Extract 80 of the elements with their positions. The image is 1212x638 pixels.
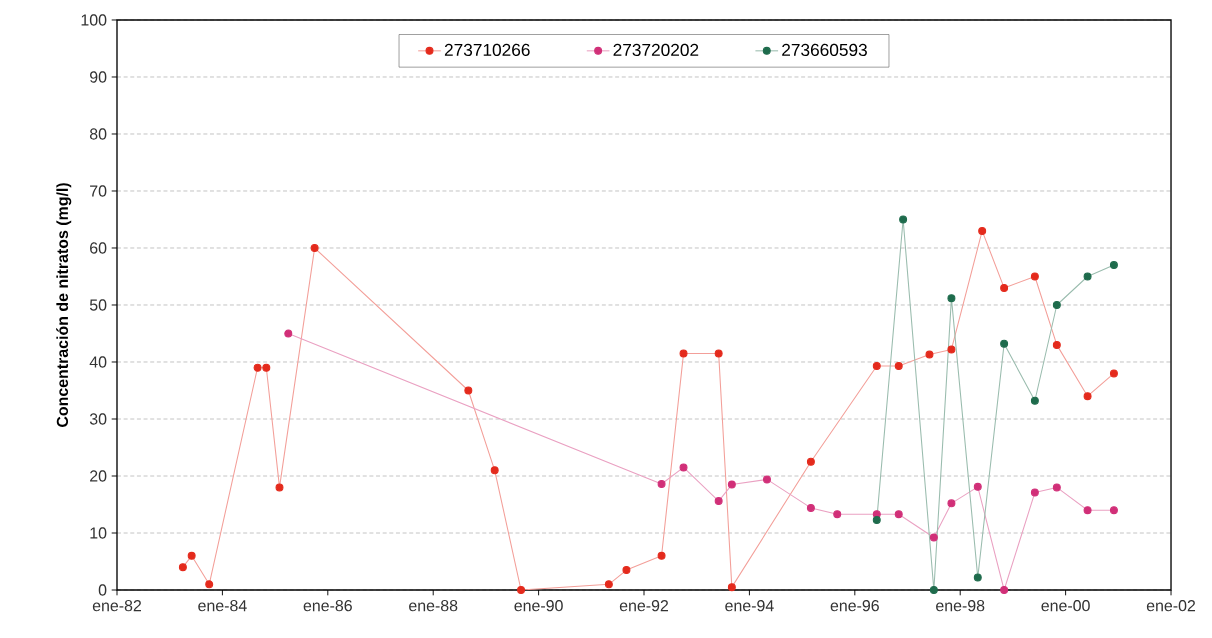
x-tick-label: ene-00	[1041, 600, 1090, 612]
point	[947, 294, 956, 303]
point	[929, 533, 938, 542]
point	[714, 497, 723, 506]
point	[1030, 396, 1039, 405]
point	[1083, 272, 1092, 281]
legend-label: 273710266	[444, 43, 530, 57]
point	[284, 329, 293, 338]
x-tick-label: ene-88	[409, 600, 458, 612]
point	[187, 551, 196, 560]
point	[806, 457, 815, 466]
point	[205, 580, 214, 589]
point	[925, 350, 934, 359]
y-tick-label: 100	[81, 14, 107, 26]
point	[679, 349, 688, 358]
point	[622, 566, 631, 575]
point	[872, 515, 881, 524]
point	[310, 244, 319, 252]
x-tick-label: ene-02	[1146, 600, 1196, 612]
y-tick-label: 50	[89, 299, 107, 311]
point	[178, 563, 187, 572]
point	[1052, 483, 1061, 492]
y-tick-label: 10	[90, 527, 107, 539]
point	[833, 510, 842, 519]
point	[517, 586, 526, 594]
point	[1000, 339, 1009, 348]
x-tick-label: ene-84	[198, 600, 247, 612]
point	[1052, 340, 1061, 349]
y-tick-label: 80	[89, 128, 107, 140]
point	[1083, 392, 1092, 401]
point	[894, 510, 903, 519]
point	[929, 586, 938, 594]
x-tick-label: ene-96	[830, 600, 879, 612]
point	[899, 215, 908, 224]
point	[679, 463, 688, 472]
point	[464, 386, 473, 395]
x-tick-label: ene-92	[619, 600, 669, 612]
point	[1030, 272, 1039, 281]
y-tick-label: 40	[89, 356, 107, 368]
y-axis-title: Concentración de nitratos (mg/l)	[56, 183, 72, 428]
point	[947, 499, 956, 508]
point	[872, 362, 881, 370]
x-tick-label: ene-90	[514, 600, 563, 612]
y-tick-label: 90	[90, 71, 107, 83]
x-tick-label: ene-86	[303, 600, 352, 612]
point	[714, 349, 723, 358]
x-tick-label: ene-98	[936, 600, 985, 612]
point	[1109, 506, 1118, 515]
point	[894, 362, 903, 370]
y-tick-label: 60	[90, 242, 107, 254]
point	[806, 503, 815, 512]
x-tick-label: ene-82	[92, 600, 142, 612]
point	[1000, 586, 1009, 594]
point	[978, 226, 987, 235]
point	[657, 480, 666, 488]
point	[657, 551, 666, 560]
point	[947, 345, 956, 354]
point	[762, 475, 771, 484]
y-tick-label: 70	[90, 185, 107, 197]
x-tick-label: ene-94	[725, 600, 774, 612]
point	[275, 483, 284, 492]
point	[1000, 283, 1009, 292]
point	[490, 466, 499, 475]
point	[1052, 301, 1061, 309]
y-tick-label: 0	[98, 584, 107, 596]
y-tick-label: 20	[90, 470, 107, 482]
point	[973, 482, 982, 491]
point	[727, 480, 736, 489]
point	[1083, 506, 1092, 515]
point	[973, 573, 982, 582]
point	[1109, 369, 1118, 378]
legend-label: 273660593	[782, 43, 867, 57]
point	[253, 363, 262, 372]
point	[1030, 488, 1039, 497]
point	[262, 363, 271, 372]
point	[727, 583, 736, 592]
point	[604, 580, 613, 589]
legend-label: 273720202	[613, 43, 699, 57]
point	[1109, 261, 1118, 270]
y-tick-label: 30	[89, 413, 107, 425]
